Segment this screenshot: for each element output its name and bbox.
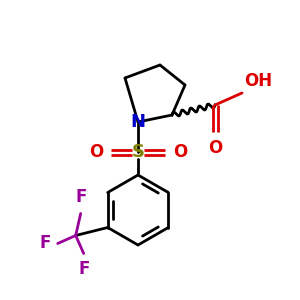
Text: O: O — [173, 143, 187, 161]
Text: OH: OH — [244, 72, 272, 90]
Text: F: F — [75, 188, 86, 206]
Text: F: F — [39, 235, 51, 253]
Text: F: F — [78, 260, 89, 278]
Text: O: O — [208, 139, 222, 157]
Text: N: N — [130, 113, 146, 131]
Text: O: O — [89, 143, 103, 161]
Text: S: S — [131, 143, 145, 161]
